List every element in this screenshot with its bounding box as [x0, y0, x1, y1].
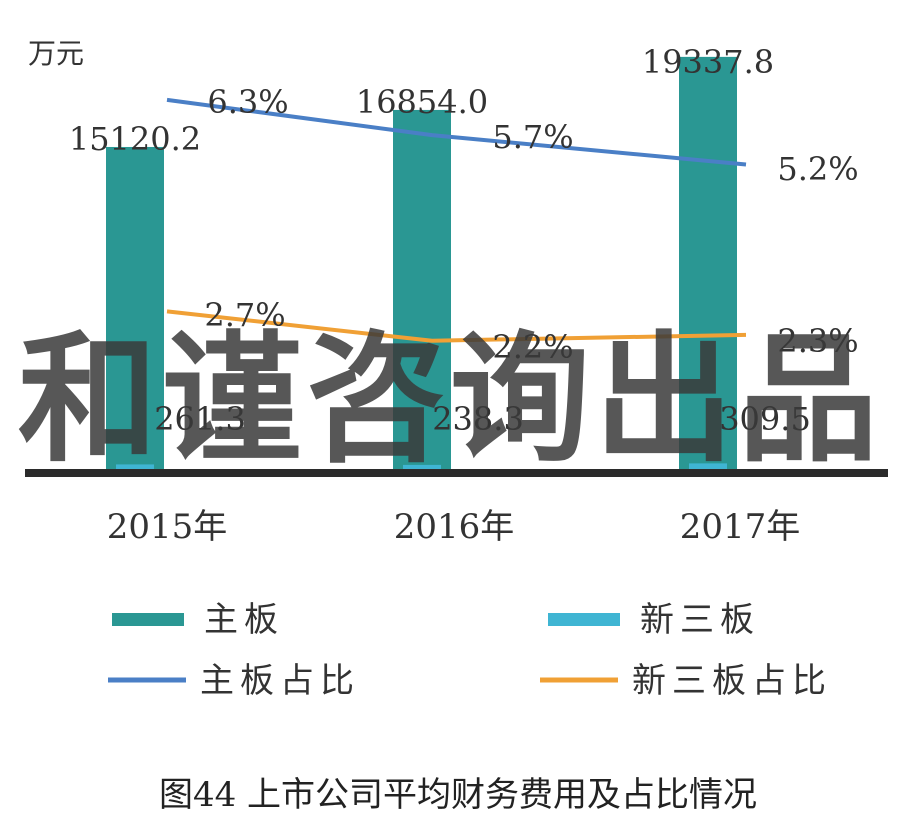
legend-label-2: 主板占比	[200, 661, 360, 701]
line-main-board-ratio	[166, 97, 747, 167]
label-main-board-ratio-0: 6.3%	[207, 83, 288, 121]
legend-swatch-0	[112, 613, 184, 626]
watermark-text: 和谨咨询出品	[18, 319, 882, 482]
label-main-board-0: 15120.2	[69, 120, 201, 158]
unit-label: 万元	[28, 37, 84, 70]
x-tick-labels: 2015年 2016年 2017年	[107, 507, 801, 547]
bar-main-board-2	[679, 56, 737, 471]
label-main-board-ratio-2: 5.2%	[777, 150, 858, 188]
legend-swatch-1	[548, 613, 620, 626]
label-main-board-1: 16854.0	[356, 83, 488, 121]
label-neeq-2: 309.5	[719, 400, 811, 438]
x-tick-label-0: 2015年	[107, 507, 228, 547]
bars-layer	[106, 56, 737, 471]
label-neeq-ratio-1: 2.2%	[492, 328, 573, 366]
lines-layer	[166, 97, 747, 343]
label-neeq-0: 261.3	[154, 400, 246, 438]
bar-neeq-0	[116, 464, 154, 470]
bar-neeq-1	[403, 464, 441, 470]
legend-label-1: 新三板	[640, 600, 760, 640]
label-neeq-ratio-0: 2.7%	[204, 296, 285, 334]
bar-main-board-0	[106, 146, 164, 470]
label-neeq-1: 238.3	[432, 400, 524, 438]
legend-label-3: 新三板占比	[632, 661, 832, 701]
label-main-board-ratio-1: 5.7%	[492, 118, 573, 156]
label-main-board-2: 19337.8	[642, 43, 774, 81]
x-tick-label-2: 2017年	[680, 507, 801, 547]
legend-label-0: 主板	[204, 600, 284, 640]
line-neeq-ratio	[166, 309, 747, 343]
bar-main-board-1	[393, 109, 451, 471]
figure-caption: 图44 上市公司平均财务费用及占比情况	[159, 775, 757, 815]
bar-neeq-2	[689, 463, 727, 470]
x-tick-label-1: 2016年	[394, 507, 515, 547]
label-neeq-ratio-2: 2.3%	[777, 322, 858, 360]
data-labels-layer: 15120.2 16854.0 19337.8 261.3 238.3 309.5 6.3%…	[69, 43, 859, 438]
